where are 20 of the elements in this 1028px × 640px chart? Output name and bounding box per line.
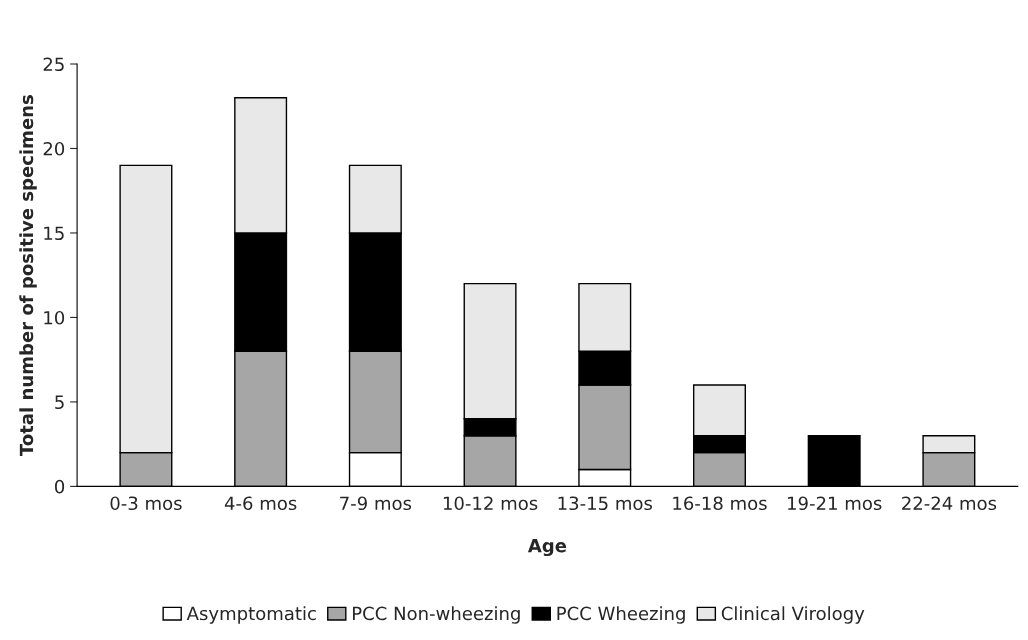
y-tick-label: 5 <box>55 395 64 410</box>
x-tick-label: 19-21 mos <box>788 496 882 511</box>
y-tick-label: 10 <box>44 310 65 325</box>
x-tick-label: 22-24 mos <box>902 496 997 511</box>
x-tick-label: 10-12 mos <box>443 496 538 511</box>
y-tick-label: 15 <box>44 226 64 241</box>
y-tick-label: 25 <box>43 57 64 72</box>
legend-label: Asymptomatic <box>186 606 316 624</box>
y-tick-label: 20 <box>43 141 65 156</box>
x-tick-label: 16-18 mos <box>673 496 767 511</box>
x-axis-title: Age <box>527 539 567 557</box>
legend-label: PCC Wheezing <box>557 606 685 624</box>
legend-label: Clinical Virology <box>721 606 865 624</box>
x-tick-label: 7-9 mos <box>340 496 412 511</box>
x-tick-label: 4-6 mos <box>224 496 297 511</box>
legend-label: PCC Non-wheezing <box>352 606 520 624</box>
y-axis-title: Total number of positive specimens <box>19 95 37 457</box>
x-tick-label: 0-3 mos <box>110 496 182 511</box>
x-tick-label: 13-15 mos <box>558 496 653 511</box>
y-tick-label: 0 <box>55 479 65 494</box>
